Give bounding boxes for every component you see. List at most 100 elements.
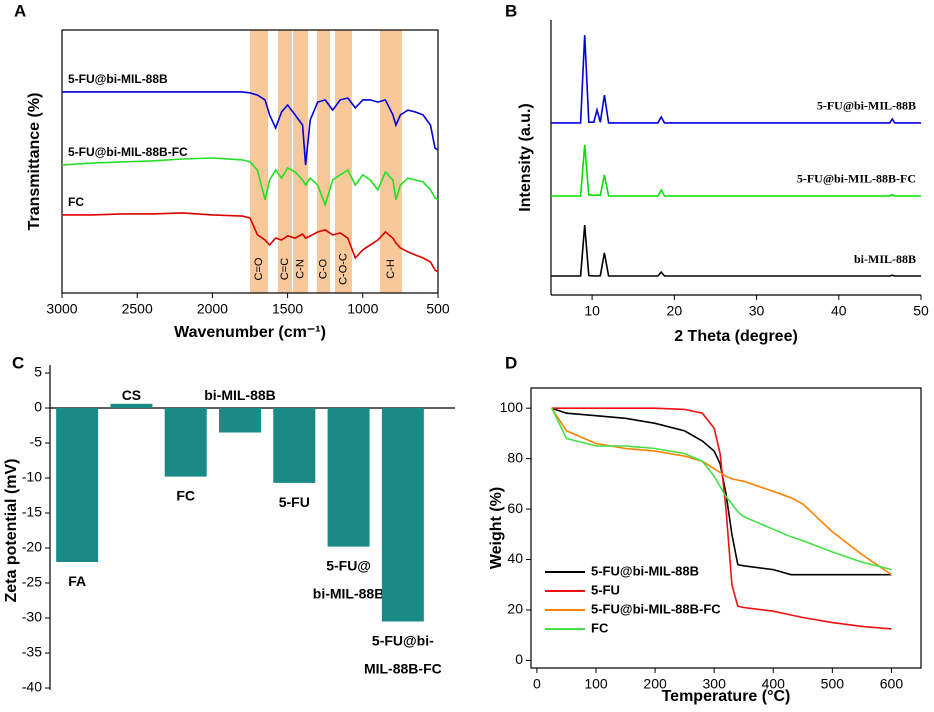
x-tick-label: 40 [831,303,847,319]
x-tick-label: 50 [913,303,929,319]
category-label-line: MIL-88B-FC [364,660,442,676]
y-axis-label: Weight (%) [488,487,505,569]
x-axis-label: Wavenumber (cm⁻¹) [174,324,326,341]
category-label-line: FA [68,573,86,589]
band [293,30,309,293]
series-label: bi-MIL-88B [854,252,916,266]
y-axis-label: Zeta potential (mV) [3,458,20,602]
series-label: FC [68,195,84,209]
band-label: C-H [385,259,397,279]
series-line [62,212,439,273]
category-label: 5-FU@bi- MIL-88B-FC [364,632,442,676]
panel-label: D [505,353,517,372]
band-label: C-O-C [337,253,349,285]
band-label: C=O [253,257,265,280]
category-label: 5-FU@ bi-MIL-88B [313,557,385,601]
series-line [551,407,892,576]
legend-label: 5-FU@bi-MIL-88B [591,563,699,578]
x-tick-label: 200 [643,676,667,692]
y-tick-label: 40 [507,550,523,566]
series-line [61,157,439,208]
bar [273,408,316,483]
category-label-line: 5-FU@ [326,557,371,573]
band [277,30,292,293]
bar [56,408,99,562]
y-axis-label: Transmittance (%) [26,93,43,231]
series-line [551,35,921,124]
legend-label: 5-FU@bi-MIL-88B-FC [591,601,721,616]
y-tick-label: 80 [507,449,523,465]
x-tick-label: 300 [703,676,727,692]
category-label-line: 5-FU [279,494,310,510]
y-tick-label: -5 [30,434,43,450]
series-label: 5-FU@bi-MIL-88B [68,72,168,86]
band-label: C=C [279,258,291,280]
x-tick-label: 500 [426,301,450,317]
bar [110,403,153,408]
series-line [551,407,892,630]
y-tick-label: -40 [22,679,42,695]
legend-label: 5-FU [591,582,620,597]
y-tick-label: 0 [515,651,523,667]
series-label: 5-FU@bi-MIL-88B-FC [68,145,188,159]
bar [381,408,424,622]
series-label: 5-FU@bi-MIL-88B-FC [797,172,916,186]
y-tick-label: -20 [22,539,42,555]
series-line [551,225,921,277]
x-tick-label: 100 [584,676,608,692]
band [334,30,352,293]
category-label: FC [176,487,195,503]
panel-label: A [14,1,26,20]
category-label-line: bi-MIL-88B [204,387,276,403]
series-line [62,91,439,166]
x-tick-label: 500 [821,676,845,692]
x-tick-label: 400 [762,676,786,692]
x-tick-label: 2000 [197,301,228,317]
category-label-line: CS [122,387,141,403]
category-label: CS [122,387,141,403]
category-label: bi-MIL-88B [204,387,276,403]
category-label: 5-FU [279,494,310,510]
x-tick-label: 3000 [46,301,77,317]
y-tick-label: 5 [34,364,42,380]
plot-frame [61,29,439,294]
category-label-line: 5-FU@bi- [372,632,434,648]
y-tick-label: -30 [22,609,42,625]
series-line [551,144,921,197]
band-label: C-N [294,259,306,279]
band-label: C-O [317,258,329,279]
category-label-line: bi-MIL-88B [313,585,385,601]
legend-label: FC [591,620,609,635]
series-label: 5-FU@bi-MIL-88B [817,99,916,113]
band [316,30,331,293]
panel-label: C [12,353,24,372]
series-line [551,407,892,576]
x-tick-label: 10 [584,303,600,319]
y-tick-label: 100 [500,399,524,415]
x-tick-label: 0 [533,676,541,692]
y-tick-label: -15 [22,504,42,520]
x-tick-label: 1000 [347,301,378,317]
y-tick-label: 60 [507,500,523,516]
x-tick-label: 30 [749,303,765,319]
y-tick-label: -25 [22,574,42,590]
y-tick-label: 20 [507,601,523,617]
bar [327,408,370,547]
y-tick-label: 0 [34,399,42,415]
x-tick-label: 600 [880,676,904,692]
y-tick-label: -10 [22,469,42,485]
x-tick-label: 1500 [272,301,303,317]
x-tick-label: 2500 [122,301,153,317]
y-axis-label: Intensity (a.u.) [517,103,534,211]
y-tick-label: -35 [22,644,42,660]
bar [219,408,261,433]
category-label: FA [68,573,86,589]
bar [164,408,207,477]
series-line [550,407,892,571]
x-axis-label: Temperature (°C) [662,688,791,705]
band [250,30,269,293]
x-tick-label: 20 [667,303,683,319]
plot-frame [530,387,922,669]
panel-label: B [505,1,517,20]
